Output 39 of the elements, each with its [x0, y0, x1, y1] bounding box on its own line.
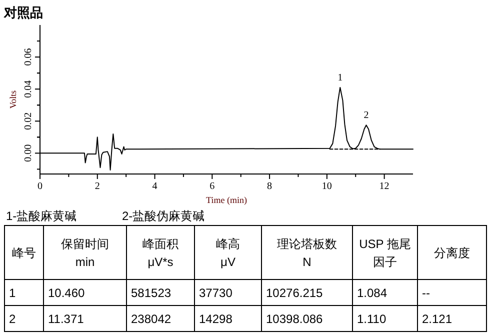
text: 11.371 — [44, 306, 126, 332]
text: 峰号 — [4, 226, 44, 280]
text: 2-盐酸伪麻黄碱 — [122, 208, 205, 225]
y-tick-label: 0.06 — [23, 48, 34, 66]
text: 1.110 — [352, 306, 418, 332]
text: 2.121 — [418, 306, 486, 332]
x-tick-label: 8 — [267, 181, 272, 192]
y-tick-label: 0.00 — [23, 144, 34, 162]
annotation: 2 — [364, 110, 369, 122]
x-tick-label: 12 — [379, 181, 390, 192]
text: 保留时间 min — [44, 226, 126, 280]
annotation: 1 — [338, 72, 343, 84]
text: 1.084 — [352, 280, 418, 306]
text: 峰面积 μV*s — [126, 226, 194, 280]
text: 峰高 μV — [194, 226, 262, 280]
text: 37730 — [194, 280, 262, 306]
text: 238042 — [126, 306, 194, 332]
y-tick-label: 0.04 — [23, 80, 34, 98]
y-axis-title: Volts — [8, 90, 18, 109]
text: 1 — [4, 280, 44, 306]
y-tick-label: 0.02 — [23, 112, 34, 130]
text: 10.460 — [44, 280, 126, 306]
x-tick-label: 2 — [94, 181, 100, 192]
text: 14298 — [194, 306, 262, 332]
x-tick-label: 6 — [210, 181, 215, 192]
x-tick-label: 10 — [322, 181, 332, 192]
x-tick-label: 0 — [38, 181, 42, 192]
text: USP 拖尾因子 — [352, 226, 418, 280]
text: 分离度 — [418, 226, 486, 280]
chart-title: 对照品 — [3, 6, 43, 21]
text: 10276.215 — [262, 280, 352, 306]
x-axis-title: Time (min) — [206, 195, 247, 205]
text: -- — [418, 280, 486, 306]
text: 581523 — [126, 280, 194, 306]
x-tick-label: 4 — [152, 181, 158, 192]
text: 2 — [4, 306, 44, 332]
text: 理论塔板数 N — [262, 226, 352, 280]
text: 10398.086 — [262, 306, 352, 332]
text: 1-盐酸麻黄碱 — [6, 208, 77, 225]
